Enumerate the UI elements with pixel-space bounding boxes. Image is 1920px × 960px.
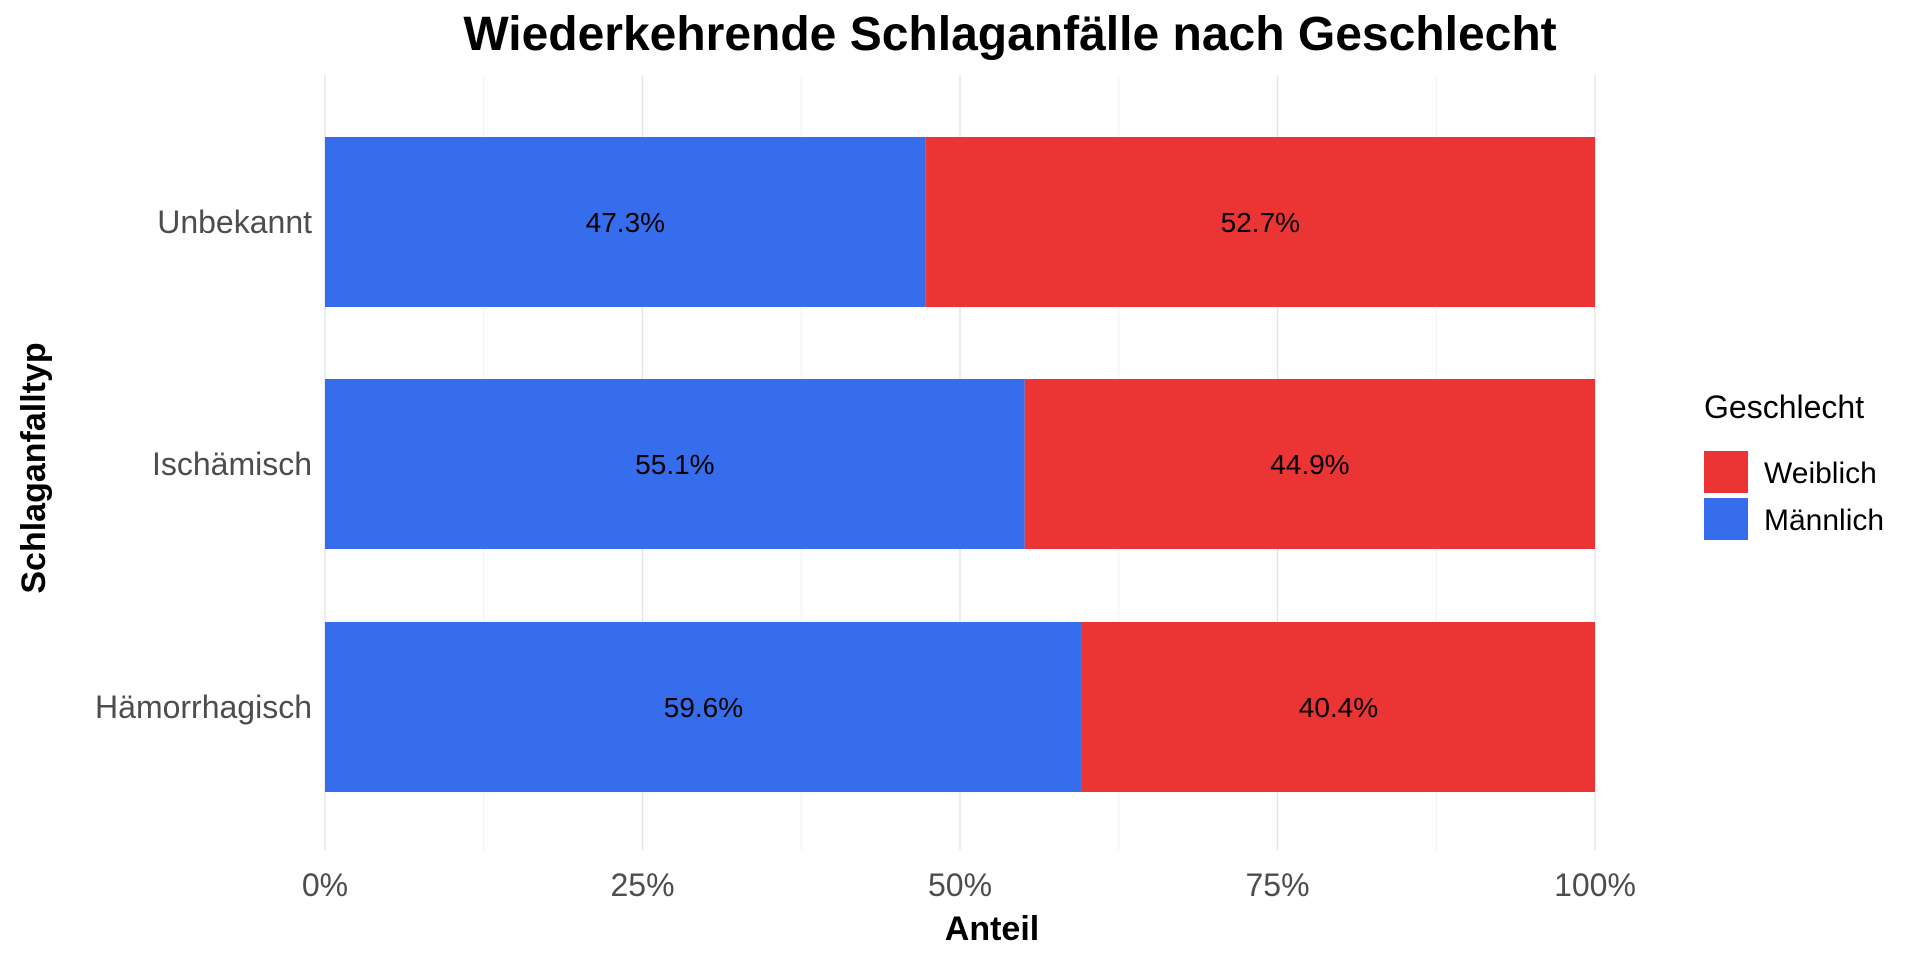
x-tick-label: 75% (1245, 867, 1309, 903)
y-tick-label: Unbekannt (157, 204, 312, 240)
x-tick-label: 50% (928, 867, 992, 903)
legend-items: Weiblich Männlich (1704, 451, 1884, 540)
legend-swatch (1704, 498, 1748, 540)
bar-segment (925, 137, 1595, 307)
legend-swatch (1704, 451, 1748, 493)
bar-value-label: 40.4% (1299, 692, 1378, 723)
bar-segment (325, 622, 1082, 792)
y-axis-title: Schlaganfalltyp (15, 342, 53, 593)
y-tick-label: Ischämisch (152, 446, 312, 482)
legend-label: Weiblich (1764, 457, 1877, 490)
bar-segment (325, 137, 926, 307)
y-axis-ticks: Unbekannt Ischämisch Hämorrhagisch (95, 204, 312, 725)
bar-label-group: 47.3% 52.7% 55.1% 44.9% 59.6% 40.4% (586, 207, 1379, 723)
bar-value-label: 55.1% (635, 449, 714, 480)
bar-value-label: 44.9% (1270, 449, 1349, 480)
legend-title: Geschlecht (1704, 389, 1864, 425)
x-tick-label: 25% (610, 867, 674, 903)
x-tick-label: 100% (1554, 867, 1636, 903)
x-axis-title: Anteil (945, 910, 1039, 948)
chart-title: Wiederkehrende Schlaganfälle nach Geschl… (463, 8, 1556, 61)
legend: Geschlecht Weiblich Männlich (1704, 389, 1884, 540)
bar-value-label: 59.6% (664, 692, 743, 723)
x-axis-ticks: 0% 25% 50% 75% 100% (302, 867, 1636, 903)
bar-group (325, 137, 1595, 792)
bar-segment (1081, 622, 1595, 792)
bar-value-label: 47.3% (586, 207, 665, 238)
bar-segment (325, 379, 1025, 549)
bar-value-label: 52.7% (1221, 207, 1300, 238)
y-tick-label: Hämorrhagisch (95, 689, 312, 725)
bar-segment (1024, 379, 1595, 549)
x-tick-label: 0% (302, 867, 348, 903)
legend-label: Männlich (1764, 504, 1884, 537)
